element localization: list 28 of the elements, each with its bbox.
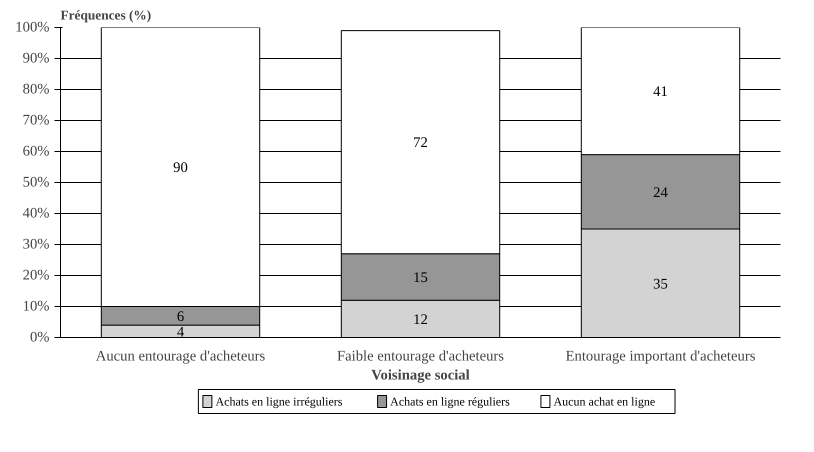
y-tick-label: 0% (30, 330, 50, 346)
y-axis-title: Fréquences (%) (60, 8, 152, 22)
y-tick-label: 50% (22, 174, 50, 190)
data-label: 24 (653, 184, 668, 201)
y-tick-label: 60% (22, 144, 50, 160)
y-tick-label: 90% (22, 50, 50, 66)
data-label: 72 (413, 135, 428, 152)
y-tick-label: 70% (22, 112, 50, 128)
y-tick-label: 30% (22, 236, 50, 252)
y-tick-label: 100% (15, 20, 50, 36)
data-label: 12 (413, 312, 428, 328)
x-axis-title: Voisinage social (371, 368, 470, 384)
y-tick-label: 40% (22, 206, 50, 222)
y-tick-label: 10% (22, 298, 50, 314)
legend-label: Achats en ligne irréguliers (215, 394, 343, 408)
legend-label: Achats en ligne réguliers (390, 394, 510, 408)
data-label: 15 (413, 270, 428, 286)
x-tick-label: Faible entourage d'acheteurs (336, 348, 504, 364)
data-label: 35 (653, 276, 668, 292)
y-tick-label: 80% (22, 82, 50, 98)
x-tick-label: Entourage important d'acheteurs (566, 348, 756, 364)
data-label: 41 (653, 84, 668, 100)
x-tick-label: Aucun entourage d'acheteurs (96, 348, 266, 364)
data-label: 6 (176, 308, 184, 325)
data-label: 90 (173, 160, 188, 176)
legend-label: Aucun achat en ligne (554, 394, 656, 408)
y-tick-label: 20% (22, 268, 50, 284)
data-label: 4 (176, 324, 185, 340)
